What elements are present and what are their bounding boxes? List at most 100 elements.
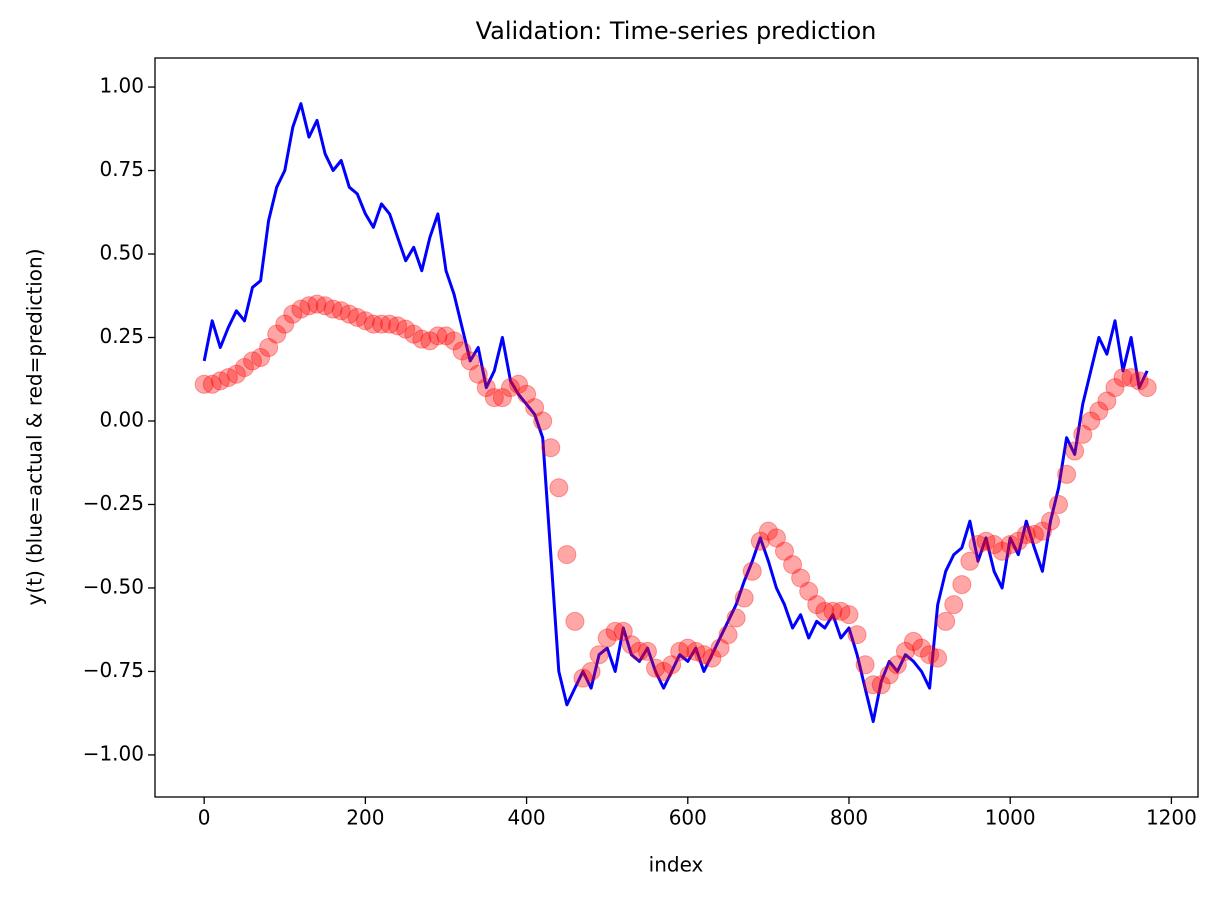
prediction-point bbox=[194, 374, 214, 394]
prediction-point bbox=[315, 296, 335, 316]
y-tick-label: 0.50 bbox=[99, 241, 144, 265]
prediction-point bbox=[976, 531, 996, 551]
prediction-point bbox=[895, 641, 915, 661]
prediction-point bbox=[718, 625, 738, 645]
prediction-point bbox=[275, 314, 295, 334]
prediction-point bbox=[517, 384, 537, 404]
prediction-point bbox=[799, 581, 819, 601]
prediction-point bbox=[484, 388, 504, 408]
prediction-point bbox=[323, 299, 343, 319]
prediction-point bbox=[1089, 401, 1109, 421]
y-axis-label: y(t) (blue=actual & red=prediction) bbox=[23, 248, 47, 605]
prediction-point bbox=[1032, 521, 1052, 541]
prediction-point bbox=[500, 378, 520, 398]
prediction-point bbox=[621, 635, 641, 655]
prediction-point bbox=[1105, 378, 1125, 398]
prediction-point bbox=[549, 478, 569, 498]
prediction-point bbox=[1008, 531, 1028, 551]
prediction-point bbox=[726, 608, 746, 628]
y-tick-label: −1.00 bbox=[83, 741, 144, 765]
prediction-point bbox=[992, 541, 1012, 561]
prediction-point bbox=[1113, 368, 1133, 388]
prediction-point bbox=[1121, 368, 1141, 388]
prediction-point bbox=[1137, 378, 1157, 398]
prediction-point bbox=[928, 648, 948, 668]
prediction-point bbox=[678, 638, 698, 658]
prediction-point bbox=[863, 675, 883, 695]
prediction-point bbox=[581, 661, 601, 681]
prediction-point bbox=[920, 645, 940, 665]
prediction-point bbox=[952, 575, 972, 595]
prediction-point bbox=[750, 531, 770, 551]
prediction-point bbox=[525, 398, 545, 418]
prediction-point bbox=[742, 561, 762, 581]
prediction-point bbox=[807, 595, 827, 615]
prediction-point bbox=[202, 374, 222, 394]
prediction-point bbox=[936, 611, 956, 631]
prediction-point bbox=[766, 528, 786, 548]
prediction-point bbox=[823, 601, 843, 621]
prediction-point bbox=[412, 329, 432, 349]
prediction-point bbox=[557, 545, 577, 565]
prediction-point bbox=[670, 641, 690, 661]
prediction-point bbox=[492, 388, 512, 408]
prediction-point bbox=[251, 348, 271, 368]
prediction-point bbox=[234, 358, 254, 378]
prediction-point bbox=[702, 648, 722, 668]
prediction-point bbox=[210, 371, 230, 391]
prediction-point bbox=[404, 324, 424, 344]
actual-line bbox=[202, 102, 1149, 723]
prediction-point bbox=[347, 307, 367, 327]
prediction-point bbox=[903, 631, 923, 651]
prediction-point bbox=[775, 541, 795, 561]
y-tick-label: 1.00 bbox=[99, 74, 144, 98]
prediction-point bbox=[791, 568, 811, 588]
prediction-point bbox=[815, 601, 835, 621]
prediction-point bbox=[694, 645, 714, 665]
x-tick-label: 1000 bbox=[985, 806, 1036, 830]
prediction-point bbox=[226, 364, 246, 384]
prediction-point bbox=[887, 655, 907, 675]
prediction-point bbox=[476, 378, 496, 398]
prediction-point bbox=[879, 665, 899, 685]
prediction-point bbox=[734, 588, 754, 608]
prediction-point bbox=[686, 641, 706, 661]
prediction-point bbox=[331, 301, 351, 321]
prediction-point bbox=[533, 411, 553, 431]
prediction-point bbox=[291, 299, 311, 319]
y-tick-label: 0.75 bbox=[99, 157, 144, 181]
prediction-point bbox=[912, 638, 932, 658]
prediction-point bbox=[839, 605, 859, 625]
prediction-point bbox=[460, 351, 480, 371]
prediction-point bbox=[444, 331, 464, 351]
prediction-point bbox=[396, 319, 416, 339]
prediction-point bbox=[468, 364, 488, 384]
prediction-point bbox=[646, 658, 666, 678]
prediction-point bbox=[1073, 424, 1093, 444]
prediction-point bbox=[637, 641, 657, 661]
x-tick-label: 200 bbox=[346, 806, 384, 830]
x-axis-label: index bbox=[649, 853, 704, 877]
prediction-point bbox=[968, 535, 988, 555]
prediction-point bbox=[597, 628, 617, 648]
x-tick-label: 1200 bbox=[1146, 806, 1197, 830]
prediction-point bbox=[1081, 411, 1101, 431]
prediction-point bbox=[509, 374, 529, 394]
prediction-point bbox=[452, 341, 472, 361]
prediction-point bbox=[710, 638, 730, 658]
prediction-point bbox=[589, 645, 609, 665]
plot-frame bbox=[154, 57, 1199, 798]
prediction-point bbox=[871, 675, 891, 695]
prediction-point bbox=[1016, 525, 1036, 545]
prediction-point bbox=[388, 316, 408, 336]
prediction-point bbox=[758, 521, 778, 541]
prediction-point bbox=[573, 668, 593, 688]
prediction-point bbox=[1049, 494, 1069, 514]
prediction-point bbox=[363, 314, 383, 334]
prediction-point bbox=[420, 331, 440, 351]
prediction-point bbox=[960, 551, 980, 571]
prediction-point bbox=[1024, 525, 1044, 545]
x-tick-label: 0 bbox=[198, 806, 211, 830]
prediction-point bbox=[299, 296, 319, 316]
